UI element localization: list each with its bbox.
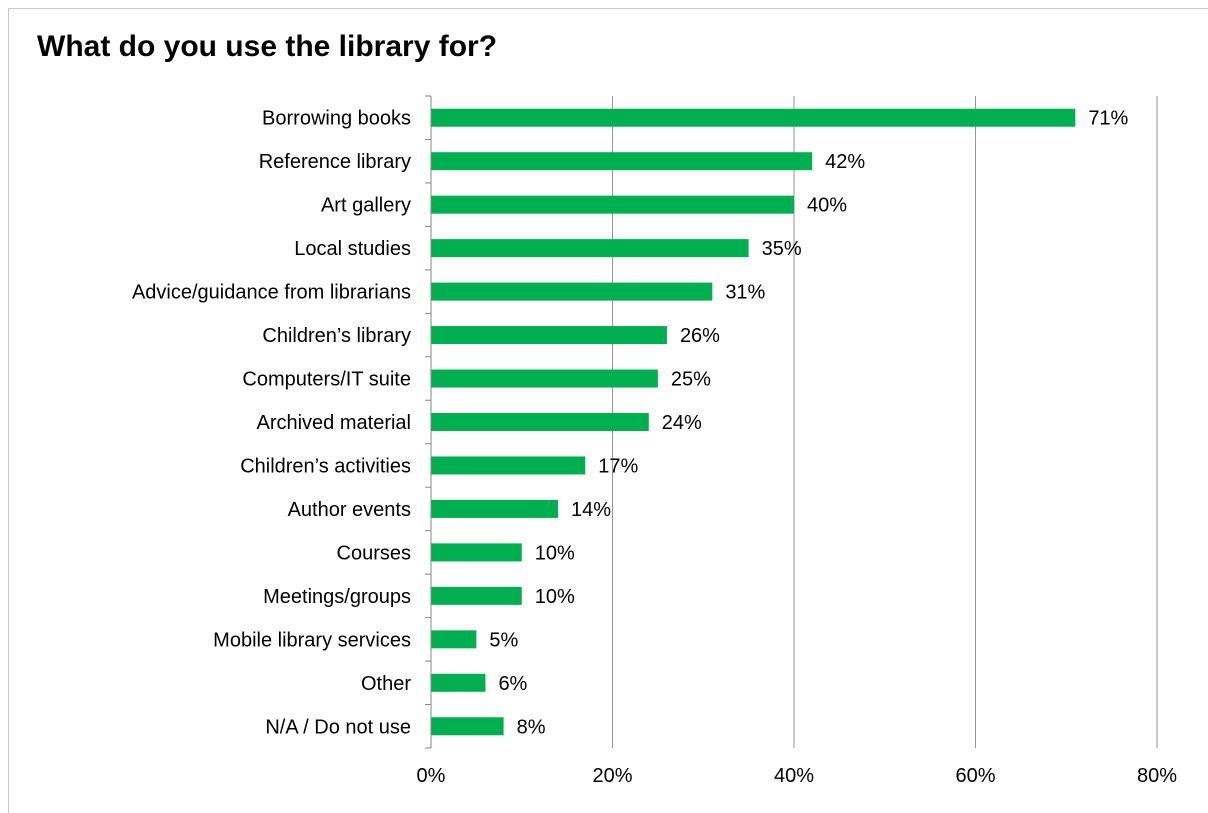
category-label: Reference library — [259, 151, 411, 173]
bar — [431, 543, 522, 562]
data-label: 40% — [807, 195, 847, 217]
data-label: 42% — [825, 151, 865, 173]
bar — [431, 499, 559, 518]
category-label: Mobile library services — [213, 629, 411, 651]
category-label: Computers/IT suite — [242, 369, 411, 391]
data-label: 14% — [571, 499, 611, 521]
category-label: Courses — [337, 542, 411, 564]
data-label: 24% — [662, 412, 702, 434]
x-tick-label: 80% — [1137, 765, 1177, 787]
bar — [431, 456, 586, 475]
data-label: 10% — [535, 542, 575, 564]
x-tick-label: 0% — [417, 765, 446, 787]
data-label: 26% — [680, 325, 720, 347]
data-label: 17% — [598, 455, 638, 477]
bar — [431, 195, 794, 214]
category-label: Advice/guidance from librarians — [132, 282, 411, 304]
category-label: Archived material — [256, 412, 411, 434]
x-tick-label: 20% — [592, 765, 632, 787]
chart-frame — [8, 8, 1208, 813]
data-label: 8% — [517, 716, 546, 738]
bars — [431, 108, 1076, 736]
bar — [431, 108, 1076, 127]
category-label: Local studies — [294, 238, 411, 260]
data-label: 5% — [489, 629, 518, 651]
bar — [431, 586, 522, 605]
chart-title: What do you use the library for? — [37, 30, 498, 63]
category-label: Children’s activities — [240, 455, 411, 477]
data-label: 6% — [498, 673, 527, 695]
category-label: N/A / Do not use — [265, 716, 411, 738]
category-label: Borrowing books — [262, 108, 411, 130]
category-label: Author events — [288, 499, 411, 521]
bar — [431, 326, 667, 345]
bar — [431, 413, 649, 431]
bar — [431, 369, 658, 388]
x-tick-label: 60% — [955, 765, 995, 787]
category-label: Meetings/groups — [263, 586, 411, 608]
category-label: Art gallery — [321, 195, 411, 217]
data-label: 71% — [1088, 108, 1128, 130]
bar — [431, 717, 504, 736]
x-tick-label: 40% — [774, 765, 814, 787]
category-label: Other — [361, 673, 411, 695]
axes — [425, 95, 432, 749]
bar — [431, 630, 477, 649]
bar — [431, 239, 749, 258]
bar — [431, 282, 713, 301]
category-label: Children’s library — [262, 325, 411, 347]
bar — [431, 152, 813, 171]
data-label: 10% — [535, 586, 575, 608]
data-label: 25% — [671, 369, 711, 391]
bar — [431, 673, 486, 692]
data-label: 35% — [762, 238, 802, 260]
data-label: 31% — [725, 282, 765, 304]
labels: 0% 20% 40% 60% 80% Borrowing books 71% Referenc… — [132, 108, 1177, 787]
